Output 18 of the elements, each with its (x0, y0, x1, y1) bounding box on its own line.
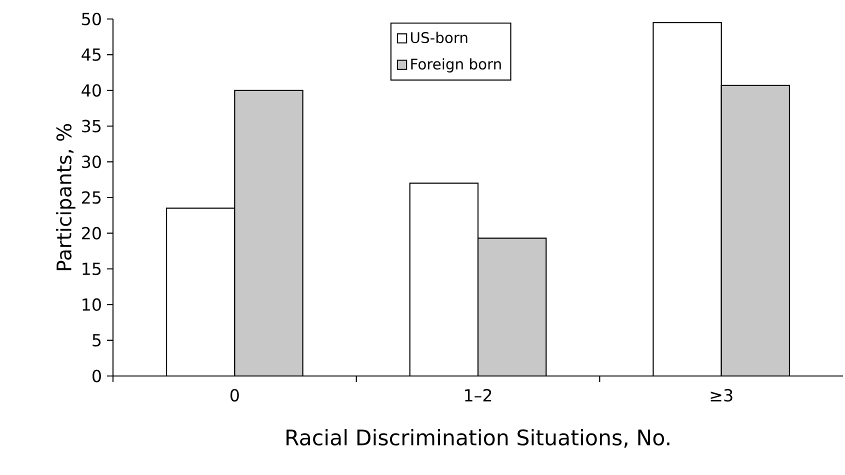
y-tick-label: 25 (82, 191, 101, 204)
legend-label: Foreign born (411, 58, 501, 72)
y-tick-label: 35 (82, 120, 101, 132)
x-tick-label: ≥3 (710, 388, 732, 402)
legend-label: US-born (411, 32, 468, 44)
y-tick-label: 30 (82, 155, 101, 168)
y-tick-label: 50 (82, 12, 101, 26)
y-tick-label: 15 (82, 262, 101, 276)
x-tick-label: 1–2 (465, 388, 492, 402)
y-tick-label: 0 (92, 370, 101, 382)
x-axis-title: Racial Discrimination Situations, No. (286, 429, 670, 448)
y-tick-label: 45 (82, 48, 101, 61)
y-tick-label: 5 (92, 334, 101, 346)
y-tick-label: 10 (82, 298, 101, 311)
y-tick-label: 40 (82, 84, 101, 97)
y-tick-label: 20 (82, 226, 101, 240)
x-tick-label: 0 (230, 388, 239, 402)
y-axis-title: Participants, % (56, 124, 76, 270)
